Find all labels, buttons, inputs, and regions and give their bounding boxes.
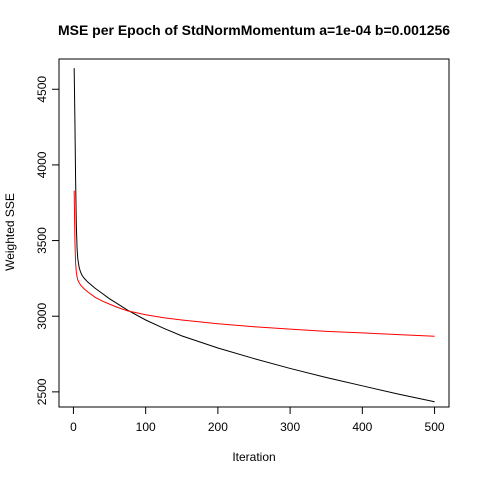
x-axis: 0 100 200 300 400 500: [70, 406, 445, 434]
y-tick-label: 4000: [35, 151, 49, 178]
y-tick-label: 4500: [35, 76, 49, 103]
series-layer: [73, 68, 435, 403]
x-tick-label: 200: [208, 420, 228, 434]
y-tick-label: 2500: [35, 378, 49, 405]
y-axis-label: Weighted SSE: [3, 193, 17, 271]
series-line-2: [73, 190, 435, 337]
x-tick-label: 0: [70, 420, 77, 434]
series-line-1: [73, 68, 435, 403]
y-tick-label: 3000: [35, 303, 49, 330]
x-tick-label: 100: [136, 420, 156, 434]
x-tick-label: 400: [352, 420, 372, 434]
x-tick-label: 500: [425, 420, 445, 434]
chart-title: MSE per Epoch of StdNormMomentum a=1e-04…: [58, 22, 450, 38]
x-axis-label: Iteration: [232, 450, 275, 464]
y-tick-label: 3500: [35, 227, 49, 254]
x-tick-label: 300: [280, 420, 300, 434]
plot-frame: [58, 58, 450, 408]
y-axis: 2500 3000 3500 4000 4500: [35, 76, 60, 405]
